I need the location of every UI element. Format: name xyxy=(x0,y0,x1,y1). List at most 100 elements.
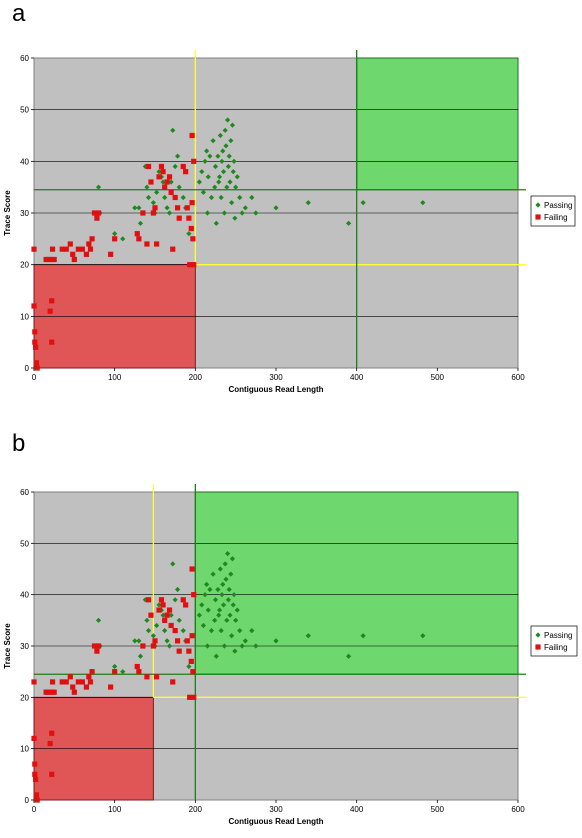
failing-point xyxy=(31,679,37,685)
failing-point xyxy=(87,246,94,252)
failing-point xyxy=(168,189,174,195)
failing-point xyxy=(63,679,69,685)
passing-point xyxy=(207,153,213,159)
passing-point xyxy=(137,220,144,226)
passing-point xyxy=(213,653,219,659)
failing-point xyxy=(112,669,118,675)
legend-label: Failing xyxy=(544,643,568,652)
passing-point xyxy=(305,200,311,206)
passing-point xyxy=(174,586,181,593)
passing-point xyxy=(223,576,229,582)
passing-point xyxy=(229,122,236,128)
failing-point xyxy=(148,179,154,185)
passing-point xyxy=(205,174,211,180)
failing-point xyxy=(162,184,168,190)
failing-point xyxy=(189,566,195,572)
failing-point xyxy=(95,643,102,649)
passing-point xyxy=(239,643,245,649)
passing-point xyxy=(420,200,426,206)
failing-point xyxy=(91,210,98,216)
failing-point xyxy=(31,303,37,309)
failing-point xyxy=(108,251,114,257)
failing-point xyxy=(184,205,190,211)
failing-point xyxy=(49,730,55,736)
passing-point xyxy=(230,602,236,608)
passing-point xyxy=(168,612,174,618)
passing-point xyxy=(156,169,162,175)
passing-point xyxy=(200,189,206,195)
failing-point xyxy=(164,179,170,185)
failing-point xyxy=(136,236,142,242)
failing-point xyxy=(71,689,77,695)
passing-point xyxy=(136,205,142,211)
passing-point xyxy=(215,586,221,593)
failing-point xyxy=(190,669,196,675)
failing-point xyxy=(172,628,178,634)
failing-point xyxy=(166,174,173,180)
failing-point xyxy=(45,256,52,263)
passing-point xyxy=(166,210,173,216)
failing-point xyxy=(70,684,76,690)
failing-point xyxy=(31,246,37,252)
failing-point xyxy=(160,602,166,608)
failing-point xyxy=(156,174,162,180)
x-tick-label: 0 xyxy=(32,373,37,382)
failing-point xyxy=(33,792,40,798)
x-tick-label: 500 xyxy=(431,805,445,814)
passing-point xyxy=(150,200,156,206)
failing-point xyxy=(191,158,197,164)
passing-point xyxy=(112,663,118,670)
failing-point xyxy=(145,163,152,170)
failing-point xyxy=(156,607,162,613)
passing-point xyxy=(231,158,237,164)
passing-point xyxy=(196,179,202,185)
failing-point xyxy=(33,776,39,783)
failing-point xyxy=(34,797,40,803)
x-tick-label: 500 xyxy=(431,373,445,382)
failing-point xyxy=(183,602,189,608)
failing-point xyxy=(176,215,182,221)
passing-point xyxy=(154,189,160,195)
passing-point xyxy=(215,153,221,159)
failing-point xyxy=(95,210,102,216)
passing-point xyxy=(213,220,219,226)
passing-point xyxy=(145,194,152,201)
x-tick-label: 300 xyxy=(269,805,283,814)
failing-point xyxy=(158,597,165,603)
passing-point xyxy=(204,210,211,216)
x-tick-label: 200 xyxy=(189,373,203,382)
passing-point xyxy=(346,220,352,226)
failing-point xyxy=(152,205,158,211)
legend-passing-marker xyxy=(535,632,541,638)
failing-point xyxy=(79,679,85,685)
passing-point xyxy=(150,633,156,639)
y-tick-label: 10 xyxy=(20,312,29,321)
passing-point xyxy=(137,653,144,659)
passing-point xyxy=(229,200,235,206)
failing-point xyxy=(67,241,73,247)
failing-point xyxy=(83,251,90,257)
failing-point xyxy=(94,648,100,654)
passing-point xyxy=(186,663,192,670)
failing-point xyxy=(59,246,65,252)
failing-point xyxy=(89,669,95,675)
failing-point xyxy=(145,597,152,603)
failing-point xyxy=(144,674,150,680)
x-tick-label: 600 xyxy=(511,373,525,382)
y-tick-label: 50 xyxy=(20,539,29,548)
failing-point xyxy=(158,163,165,170)
failing-point xyxy=(160,169,166,175)
passing-point xyxy=(180,194,186,201)
passing-point xyxy=(212,163,219,170)
failing-point xyxy=(34,365,40,371)
passing-point xyxy=(219,158,225,164)
legend-passing-marker xyxy=(535,202,541,208)
failing-point xyxy=(144,241,150,247)
passing-point xyxy=(176,184,182,190)
passing-point xyxy=(221,210,227,216)
failing-point xyxy=(86,674,92,680)
failing-point xyxy=(45,689,52,695)
passing-point xyxy=(218,194,224,201)
x-tick-label: 0 xyxy=(32,805,37,814)
failing-point xyxy=(108,684,114,690)
